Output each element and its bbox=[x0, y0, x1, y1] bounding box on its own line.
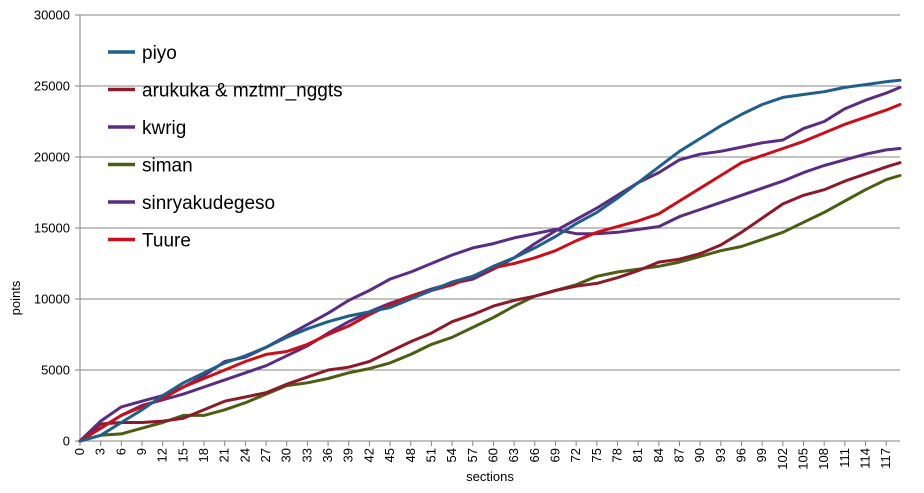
x-tick-label: 72 bbox=[568, 448, 583, 462]
y-tick-label: 15000 bbox=[34, 221, 70, 236]
x-tick-label: 36 bbox=[320, 448, 335, 462]
series-line-5 bbox=[78, 103, 902, 443]
x-tick-label: 102 bbox=[775, 448, 790, 470]
x-tick-label: 33 bbox=[299, 448, 314, 462]
x-tick-label: 18 bbox=[196, 448, 211, 462]
y-tick-label: 10000 bbox=[34, 292, 70, 307]
y-tick-label: 25000 bbox=[34, 79, 70, 94]
x-tick-label: 6 bbox=[113, 448, 128, 455]
x-tick-label: 51 bbox=[423, 448, 438, 462]
y-tick-label: 20000 bbox=[34, 150, 70, 165]
x-tick-label: 63 bbox=[506, 448, 521, 462]
x-tick-label: 78 bbox=[609, 448, 624, 462]
x-tick-label: 9 bbox=[134, 448, 149, 455]
x-tick-label: 75 bbox=[589, 448, 604, 462]
x-tick-label: 12 bbox=[155, 448, 170, 462]
x-tick-label: 54 bbox=[444, 448, 459, 462]
x-tick-label: 87 bbox=[671, 448, 686, 462]
x-tick-label: 39 bbox=[341, 448, 356, 462]
x-tick-label: 99 bbox=[754, 448, 769, 462]
x-tick-label: 93 bbox=[713, 448, 728, 462]
x-tick-label: 3 bbox=[93, 448, 108, 455]
x-tick-label: 117 bbox=[878, 448, 893, 469]
x-tick-label: 105 bbox=[796, 448, 811, 470]
y-axis-ticks: 0 5000 10000 15000 20000 25000 30000 bbox=[34, 8, 80, 449]
legend-label: piyo bbox=[142, 43, 177, 64]
x-tick-label: 30 bbox=[279, 448, 294, 462]
x-tick-label: 69 bbox=[547, 448, 562, 462]
x-tick-label: 84 bbox=[651, 448, 666, 462]
legend-label: Tuure bbox=[142, 231, 191, 252]
x-tick-label: 96 bbox=[734, 448, 749, 462]
series-lines bbox=[78, 78, 902, 443]
y-tick-label: 5000 bbox=[41, 363, 70, 378]
legend-label: sinryakudegeso bbox=[142, 193, 275, 214]
x-tick-label: 57 bbox=[465, 448, 480, 462]
x-axis-ticks: 0 3 6 9 12 15 18 21 24 27 30 33 36 39 42 45 48 51 54 57 60 63… bbox=[72, 441, 893, 470]
legend-label: siman bbox=[142, 156, 193, 177]
x-tick-label: 48 bbox=[403, 448, 418, 462]
x-tick-label: 42 bbox=[361, 448, 376, 462]
y-axis-title: points bbox=[8, 280, 23, 315]
x-tick-label: 66 bbox=[527, 448, 542, 462]
x-tick-label: 111 bbox=[837, 448, 852, 468]
series-line-0 bbox=[78, 78, 902, 443]
x-tick-label: 0 bbox=[72, 448, 87, 455]
x-tick-label: 24 bbox=[237, 448, 252, 462]
x-tick-label: 21 bbox=[217, 448, 232, 462]
series-line-2 bbox=[78, 85, 902, 443]
legend-label: kwrig bbox=[142, 118, 186, 139]
x-tick-label: 108 bbox=[816, 448, 831, 470]
x-tick-label: 81 bbox=[630, 448, 645, 462]
x-tick-label: 27 bbox=[258, 448, 273, 462]
x-tick-label: 90 bbox=[692, 448, 707, 462]
x-tick-label: 114 bbox=[858, 448, 873, 469]
x-tick-label: 60 bbox=[485, 448, 500, 462]
x-tick-label: 45 bbox=[382, 448, 397, 462]
y-tick-label: 0 bbox=[63, 434, 70, 449]
series-line-1 bbox=[78, 161, 902, 443]
x-tick-label: 15 bbox=[175, 448, 190, 462]
y-tick-label: 30000 bbox=[34, 8, 70, 23]
legend-label: arukuka & mztmr_nggts bbox=[142, 81, 343, 102]
x-axis-title: sections bbox=[466, 469, 514, 484]
gridlines bbox=[80, 14, 900, 442]
series-line-3 bbox=[78, 174, 902, 443]
